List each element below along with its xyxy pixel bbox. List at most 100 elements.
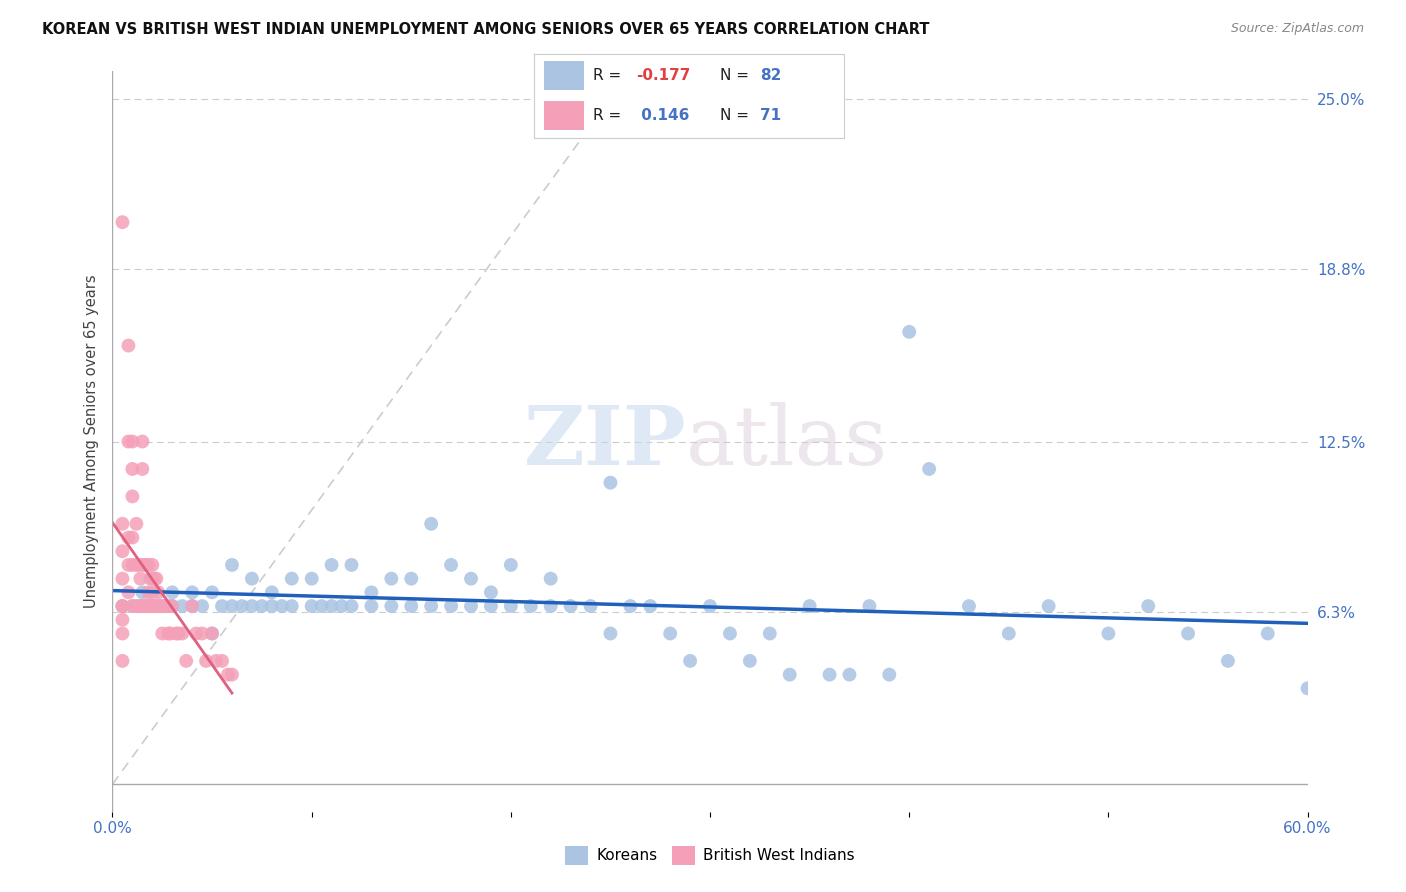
Point (1097, 626, 1119, 640)
Point (145, 599, 167, 613)
Point (139, 572, 162, 586)
Point (129, 599, 152, 613)
Point (738, 654, 761, 668)
Point (579, 599, 602, 613)
Point (149, 599, 172, 613)
Point (159, 626, 181, 640)
Point (330, 599, 353, 613)
Text: 0.146: 0.146 (637, 108, 690, 123)
Point (1038, 599, 1060, 613)
Point (759, 626, 782, 640)
Point (150, 626, 173, 640)
Point (141, 585, 163, 599)
Point (125, 558, 148, 572)
Point (174, 654, 197, 668)
Text: ZIP: ZIP (523, 401, 686, 482)
Point (360, 599, 382, 613)
Point (117, 434, 139, 449)
Point (127, 558, 149, 572)
Point (121, 599, 143, 613)
Point (321, 599, 343, 613)
Point (898, 325, 921, 339)
Point (221, 599, 243, 613)
Point (211, 654, 233, 668)
Point (201, 626, 224, 640)
Point (131, 599, 153, 613)
Point (138, 599, 160, 613)
Point (380, 572, 402, 586)
Point (141, 572, 163, 586)
Point (148, 599, 170, 613)
Point (121, 489, 143, 503)
Point (401, 572, 423, 586)
Point (560, 599, 582, 613)
Point (301, 572, 323, 586)
Y-axis label: Unemployment Among Seniors over 65 years: Unemployment Among Seniors over 65 years (83, 275, 98, 608)
Point (191, 599, 214, 613)
Point (201, 626, 224, 640)
Point (619, 599, 641, 613)
Point (858, 599, 880, 613)
Point (918, 462, 941, 476)
Point (143, 572, 166, 586)
Point (520, 599, 543, 613)
Point (121, 599, 143, 613)
Point (127, 599, 149, 613)
Point (838, 667, 860, 681)
Point (172, 599, 194, 613)
Point (879, 667, 901, 681)
Point (240, 572, 263, 586)
Text: R =: R = (593, 68, 626, 83)
Point (143, 599, 166, 613)
Text: Source: ZipAtlas.com: Source: ZipAtlas.com (1230, 22, 1364, 36)
Point (240, 599, 263, 613)
Point (121, 462, 143, 476)
Point (138, 558, 160, 572)
Point (1257, 626, 1279, 640)
Point (599, 475, 621, 490)
Point (640, 599, 662, 613)
Point (221, 667, 243, 681)
Point (141, 558, 163, 572)
Point (157, 626, 180, 640)
Point (167, 626, 190, 640)
Bar (544, 62, 583, 90)
Point (191, 626, 214, 640)
Point (141, 599, 163, 613)
Point (145, 572, 167, 586)
Point (250, 599, 273, 613)
Point (321, 558, 343, 572)
Point (420, 516, 443, 531)
Point (380, 599, 402, 613)
Point (181, 585, 204, 599)
Point (131, 585, 153, 599)
Point (679, 654, 702, 668)
Point (111, 599, 134, 613)
Point (479, 585, 502, 599)
Point (134, 558, 156, 572)
Point (957, 599, 980, 613)
Point (141, 599, 163, 613)
Point (699, 599, 721, 613)
Point (1177, 626, 1199, 640)
Text: KOREAN VS BRITISH WEST INDIAN UNEMPLOYMENT AMONG SENIORS OVER 65 YEARS CORRELATI: KOREAN VS BRITISH WEST INDIAN UNEMPLOYME… (42, 22, 929, 37)
Point (440, 558, 463, 572)
Point (157, 599, 180, 613)
Point (111, 599, 134, 613)
Point (148, 585, 170, 599)
Point (340, 558, 363, 572)
Text: N =: N = (720, 68, 754, 83)
Point (818, 667, 841, 681)
Point (111, 599, 134, 613)
Bar (544, 101, 583, 130)
Point (135, 558, 157, 572)
Point (270, 599, 292, 613)
Point (281, 599, 304, 613)
Point (139, 599, 162, 613)
Point (217, 667, 239, 681)
Point (117, 585, 139, 599)
Point (138, 585, 160, 599)
Point (998, 626, 1021, 640)
Point (172, 626, 194, 640)
Point (111, 626, 134, 640)
